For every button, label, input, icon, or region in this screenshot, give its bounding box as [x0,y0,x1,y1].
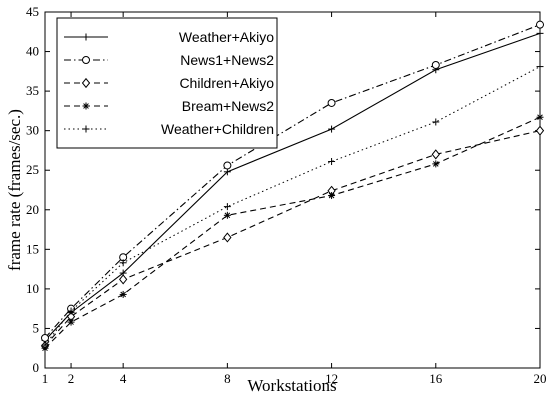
data-point [223,232,232,243]
y-axis-label: frame rate (frames/sec.) [5,109,24,271]
data-point [67,307,75,315]
data-point [223,211,231,219]
x-tick-label: 12 [325,371,338,386]
x-tick-label: 4 [120,371,127,386]
legend-entry: Bream+News2 [64,98,274,114]
legend-entry: News1+News2 [64,52,274,68]
y-tick-label: 40 [26,44,39,59]
x-tick-label: 2 [68,371,75,386]
data-point [119,274,128,285]
y-tick-label: 35 [26,83,39,98]
legend-marker [81,77,91,89]
plot-frame [44,11,541,369]
data-point [119,259,127,267]
data-point [119,290,127,298]
data-point [223,203,231,211]
data-point [536,29,544,37]
legend-marker [82,33,90,41]
data-point [535,125,545,136]
y-tick-label: 25 [26,162,39,177]
x-tick-label: 20 [534,371,547,386]
legend-label: Weather+Children [161,121,274,137]
data-point [223,161,232,170]
data-point [536,20,544,29]
legend: Weather+Akiyo News1+News2 Children+Akiyo Br… [56,17,278,149]
legend-entry: Weather+Children [64,121,274,137]
data-point [328,125,336,133]
series-5 [41,63,544,349]
legend-marker [82,125,90,133]
legend-box [56,17,278,149]
y-tick-label: 5 [33,320,40,335]
data-point [536,63,544,71]
y-tick-label: 45 [26,4,39,19]
data-point [432,160,440,168]
legend-label: Children+Akiyo [179,75,274,91]
series-group [40,20,545,352]
data-point [328,192,336,200]
data-point [327,98,336,107]
x-tick-label: 1 [42,371,49,386]
data-point [41,333,49,342]
y-tick-label: 10 [26,281,39,296]
x-tick-label: 8 [224,371,231,386]
x-axis-label: Workstations [247,376,336,395]
data-point [67,318,75,326]
data-point [431,61,440,70]
x-tick-label: 16 [429,371,443,386]
legend-marker [82,102,90,110]
y-tick-label: 20 [26,202,39,217]
series-3 [40,125,545,351]
legend-entry: Children+Akiyo [64,75,274,91]
y-tick-label: 0 [33,360,40,375]
series-4 [41,113,544,352]
series-line [44,116,541,349]
legend-label: Weather+Akiyo [179,29,274,45]
data-point [41,341,49,349]
data-point [432,118,440,126]
legend-marker [82,56,90,64]
series-line [44,130,541,347]
data-point [431,149,440,160]
legend-label: News1+News2 [180,52,274,68]
y-tick-label: 30 [26,123,39,138]
legend-label: Bream+News2 [182,98,274,114]
y-tick-label: 15 [26,241,39,256]
data-point [536,113,544,121]
legend-entry: Weather+Akiyo [64,29,274,45]
data-point [328,158,336,166]
